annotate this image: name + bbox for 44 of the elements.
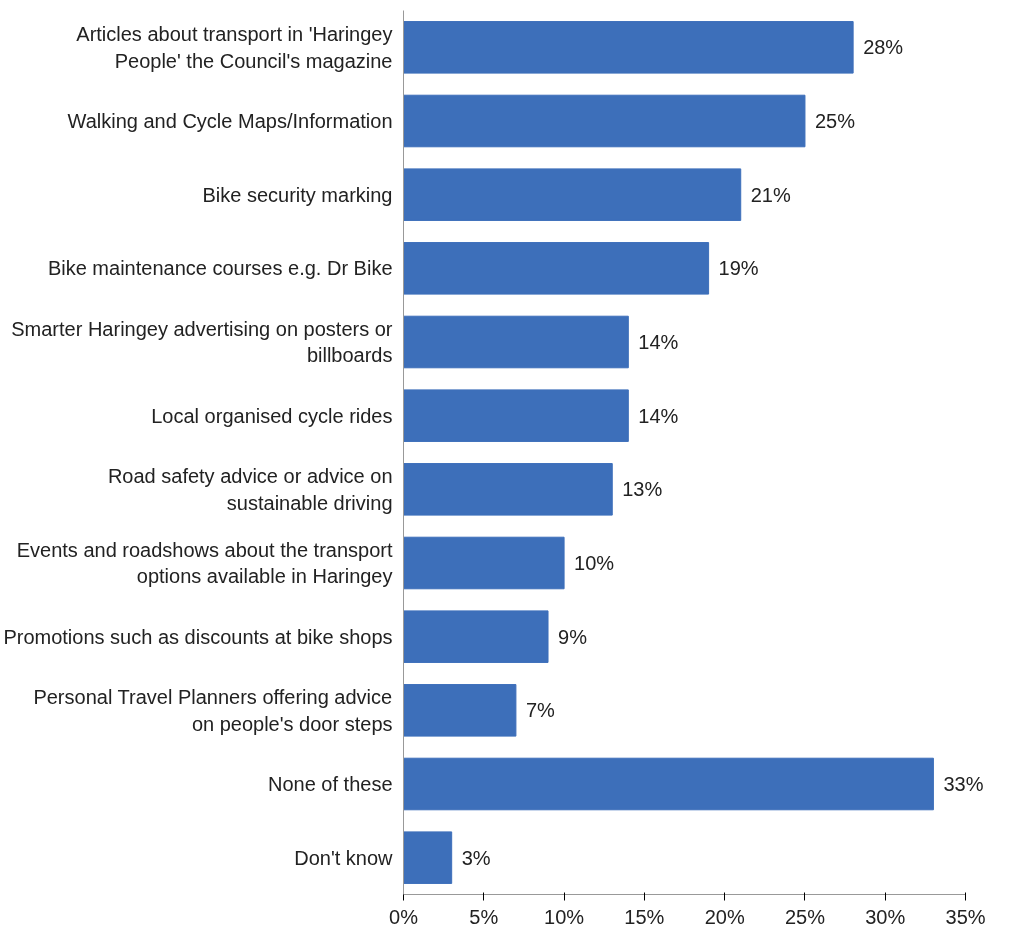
bar <box>403 389 629 442</box>
bar <box>403 463 613 516</box>
x-tick-label: 25% <box>784 905 826 928</box>
y-tick-label: Events and roadshows about the transport options available in Haringey <box>16 538 393 588</box>
data-label: 14% <box>638 404 679 427</box>
data-label: 7% <box>525 699 556 722</box>
data-label: 33% <box>943 773 984 795</box>
y-tick-label: None of these <box>267 773 393 795</box>
bar <box>403 242 710 295</box>
y-tick-label: Articles about transport in 'Haringey People' the Council's magazine <box>76 23 393 72</box>
bar <box>403 94 806 148</box>
y-tick-label: Bike security marking <box>202 183 393 206</box>
x-tick-label: 35% <box>945 905 986 928</box>
bar <box>403 831 453 884</box>
bar <box>403 168 742 221</box>
data-label: 9% <box>558 625 588 648</box>
bar <box>403 315 629 369</box>
data-label: 10% <box>574 552 615 574</box>
y-tick-label: Local organised cycle rides <box>151 404 393 427</box>
y-tick-label: Bike maintenance courses e.g. Dr Bike <box>47 257 393 280</box>
bar <box>403 536 565 590</box>
data-label: 28% <box>863 36 904 59</box>
data-label: 3% <box>461 846 491 869</box>
y-tick-label: Smarter Haringey advertising on posters or billboards <box>11 317 393 367</box>
y-tick-label: Personal Travel Planners offering advice on people's door steps <box>33 686 393 735</box>
bar <box>403 757 934 811</box>
bar <box>403 684 517 737</box>
data-label: 14% <box>638 331 679 353</box>
x-tick-label: 5% <box>469 905 499 928</box>
x-tick-label: 30% <box>865 905 906 928</box>
y-tick-label: Promotions such as discounts at bike shops <box>3 625 393 648</box>
data-label: 25% <box>814 110 856 132</box>
data-label: 19% <box>718 257 759 280</box>
y-tick-label: Don't know <box>294 846 394 869</box>
data-label: 13% <box>622 478 663 501</box>
x-tick-label: 10% <box>544 905 585 928</box>
x-tick-label: 0% <box>389 905 419 928</box>
y-tick-label: Walking and Cycle Maps/Information <box>67 110 393 132</box>
bar <box>403 610 549 663</box>
data-label: 21% <box>750 183 791 206</box>
y-tick-label: Road safety advice or advice on sustainable driving <box>107 465 393 514</box>
x-tick-label: 15% <box>624 905 665 928</box>
x-tick-label: 20% <box>704 905 745 928</box>
bar <box>403 21 854 74</box>
